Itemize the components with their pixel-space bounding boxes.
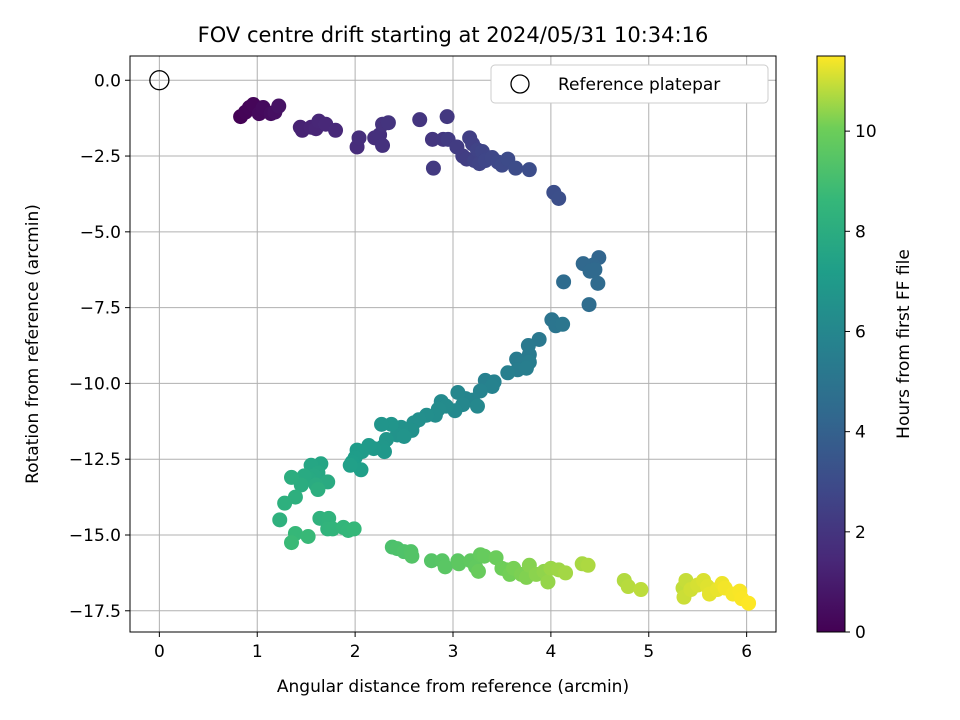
drift-point	[476, 548, 492, 564]
legend: Reference platepar	[490, 64, 769, 104]
drift-point	[587, 262, 603, 278]
drift-point	[374, 416, 390, 432]
y-tick-label: −5.0	[80, 223, 121, 243]
drift-point	[328, 122, 344, 138]
drift-point	[580, 557, 596, 573]
reference-platepar-point	[149, 70, 170, 91]
drift-point	[556, 274, 572, 290]
colorbar-tick-label: 8	[855, 222, 866, 242]
drift-point	[346, 521, 362, 537]
y-ticks: 0.0 −2.5 −5.0 −7.5 −10.0 −12.5 −15.0 −17.5	[69, 71, 130, 622]
drift-point	[469, 398, 485, 414]
grid	[130, 56, 776, 632]
chart-title: FOV centre drift starting at 2024/05/31 …	[198, 23, 709, 47]
drift-point	[375, 137, 391, 153]
drift-point	[484, 378, 500, 394]
drift-point	[633, 582, 649, 598]
x-tick-label: 3	[448, 642, 459, 662]
drift-point	[439, 109, 455, 125]
legend-box	[490, 64, 769, 104]
y-tick-label: −17.5	[69, 602, 121, 622]
x-ticks: 0 1 2 3 4 5 6	[154, 632, 752, 662]
data-points	[233, 97, 757, 611]
drift-point	[277, 495, 293, 511]
drift-point	[342, 457, 358, 473]
drift-point	[558, 565, 574, 581]
drift-point	[581, 297, 597, 313]
drift-point	[300, 529, 316, 545]
drift-point	[508, 160, 524, 176]
drift-point	[284, 535, 299, 551]
reference-marker	[149, 70, 170, 91]
y-tick-label: −7.5	[80, 299, 121, 319]
x-tick-label: 5	[643, 642, 654, 662]
drift-point	[396, 428, 412, 444]
drift-point	[518, 360, 534, 376]
drift-point	[451, 556, 467, 572]
drift-point	[380, 115, 396, 131]
y-tick-label: −12.5	[69, 450, 121, 470]
colorbar-tick-label: 0	[855, 623, 866, 643]
colorbar: 0 2 4 6 8 10 Hours from first FF file	[816, 55, 914, 643]
colorbar-tick-label: 4	[855, 423, 866, 443]
drift-point	[271, 98, 287, 114]
y-tick-label: 0.0	[94, 71, 121, 91]
drift-point	[470, 563, 486, 579]
legend-marker	[510, 74, 530, 94]
drift-point	[620, 579, 636, 595]
x-tick-label: 0	[154, 642, 165, 662]
x-tick-label: 1	[252, 642, 263, 662]
x-axis-label: Angular distance from reference (arcmin)	[277, 677, 629, 697]
colorbar-tick-label: 10	[855, 122, 877, 142]
y-tick-label: −15.0	[69, 526, 121, 546]
x-tick-label: 4	[545, 642, 556, 662]
drift-point	[284, 469, 299, 485]
drift-point	[272, 512, 288, 528]
drift-point	[424, 131, 440, 147]
drift-point	[521, 162, 537, 178]
drift-point	[437, 559, 453, 575]
drift-point	[555, 316, 571, 332]
colorbar-ticks: 0 2 4 6 8 10	[845, 122, 877, 643]
x-tick-label: 2	[350, 642, 361, 662]
drift-point	[590, 275, 606, 291]
drift-point	[741, 595, 757, 611]
y-tick-label: −2.5	[80, 147, 121, 167]
colorbar-tick-label: 2	[855, 523, 866, 543]
colorbar-tick-label: 6	[855, 322, 866, 342]
drift-point	[404, 548, 420, 564]
drift-point	[412, 112, 428, 128]
drift-point	[310, 482, 326, 498]
legend-label: Reference platepar	[558, 75, 720, 95]
drift-point	[500, 365, 516, 381]
colorbar-label: Hours from first FF file	[894, 249, 914, 439]
x-tick-label: 6	[741, 642, 752, 662]
drift-point	[551, 190, 567, 206]
drift-point	[423, 553, 439, 569]
drift-point	[351, 130, 367, 146]
drift-point	[540, 574, 556, 590]
y-axis-label: Rotation from reference (arcmin)	[23, 204, 43, 484]
colorbar-gradient	[816, 55, 846, 633]
y-tick-label: −10.0	[69, 374, 121, 394]
drift-point	[425, 160, 441, 176]
drift-point	[450, 385, 466, 401]
